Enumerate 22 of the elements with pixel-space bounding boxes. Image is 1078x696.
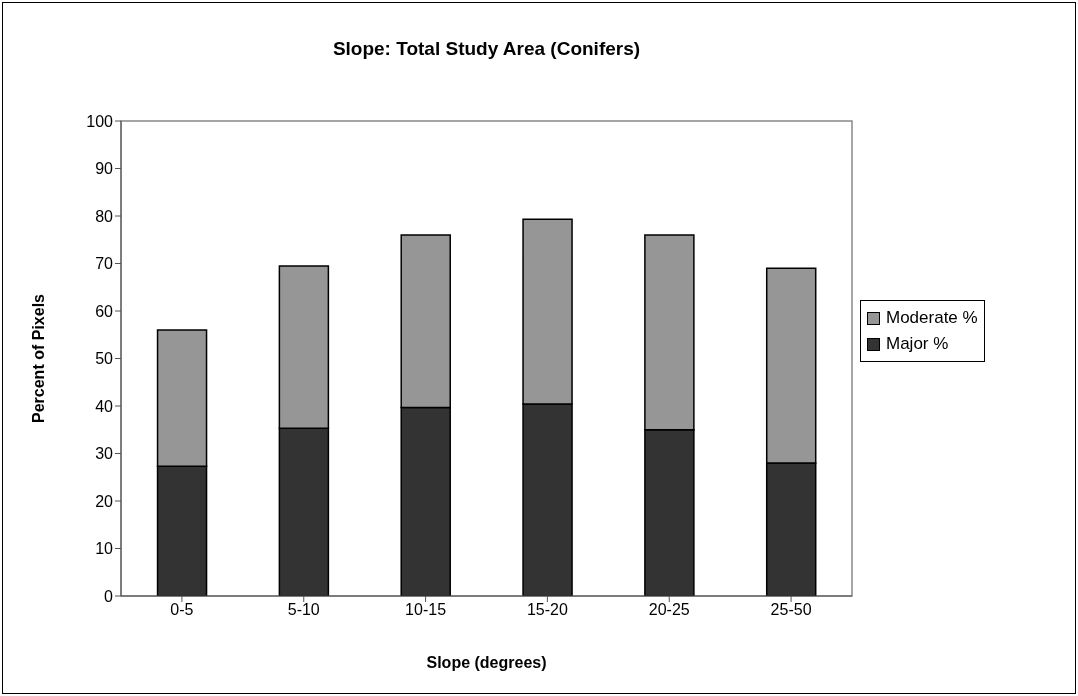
y-tick-label: 0 bbox=[104, 587, 114, 605]
x-tick-label: 20-25 bbox=[648, 601, 690, 619]
x-tick-label: 15-20 bbox=[526, 601, 568, 619]
legend-label: Major % bbox=[886, 333, 949, 355]
x-tick-label: 25-50 bbox=[770, 601, 812, 619]
y-tick-label: 80 bbox=[95, 207, 114, 225]
y-axis-title: Percent of Pixels bbox=[29, 293, 47, 423]
y-tick-label: 20 bbox=[95, 492, 114, 510]
y-tick-label: 50 bbox=[95, 350, 114, 368]
y-tick-label: 40 bbox=[95, 397, 114, 415]
y-tick-label: 90 bbox=[95, 160, 114, 178]
y-tick-label: 70 bbox=[95, 255, 114, 273]
y-tick-label: 60 bbox=[95, 302, 114, 320]
chart-title: Slope: Total Study Area (Conifers) bbox=[331, 38, 642, 60]
x-tick-label: 10-15 bbox=[405, 601, 447, 619]
y-tick-label: 30 bbox=[95, 445, 114, 463]
x-tick-label: 0-5 bbox=[170, 601, 194, 619]
y-tick-label: 100 bbox=[86, 112, 114, 130]
y-tick-label: 10 bbox=[95, 540, 114, 558]
x-axis-title: Slope (degrees) bbox=[426, 654, 547, 671]
x-tick-label: 5-10 bbox=[287, 601, 320, 619]
legend-label: Moderate % bbox=[886, 307, 978, 329]
